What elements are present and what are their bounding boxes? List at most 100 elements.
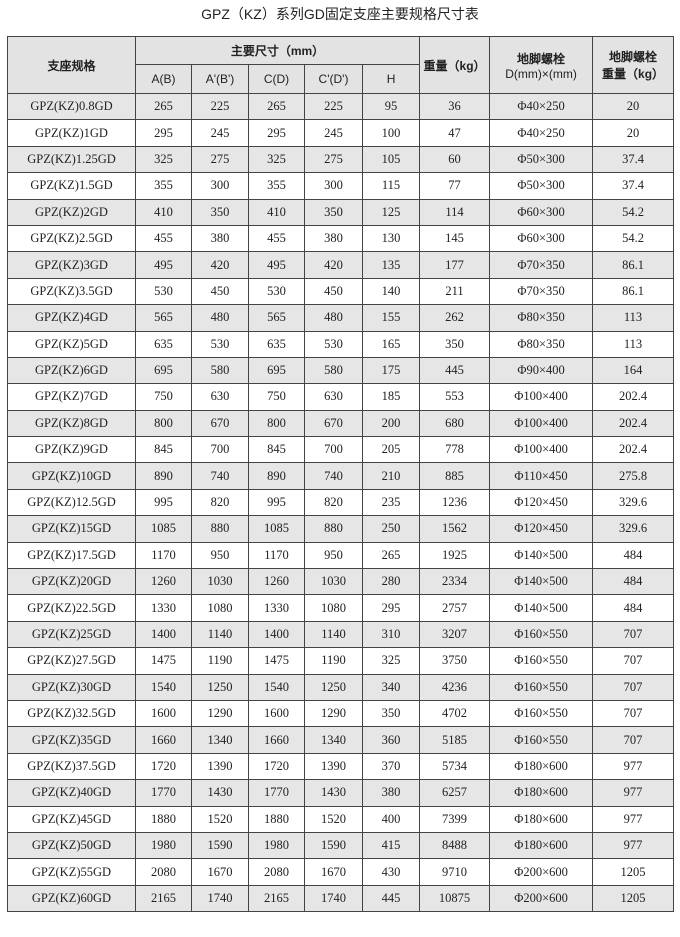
cell-anchor-bolt: Φ160×550 <box>489 699 594 728</box>
cell-anchor-bolt: Φ160×550 <box>489 620 594 649</box>
cell-anchor-bolt: Φ50×300 <box>489 145 594 174</box>
cell-spec: GPZ(KZ)6GD <box>7 356 136 385</box>
table-title: GPZ（KZ）系列GD固定支座主要规格尺寸表 <box>201 6 479 22</box>
cell-anchor-bolt-weight: 329.6 <box>592 488 675 517</box>
cell-a-prime-b-prime: 630 <box>191 383 249 411</box>
cell-a-prime-b-prime: 1740 <box>191 884 249 913</box>
cell-a-b: 1260 <box>135 568 192 596</box>
cell-c-d: 325 <box>248 145 305 174</box>
cell-c-prime-d-prime: 630 <box>304 383 363 411</box>
table-row: GPZ(KZ)4GD 565 480 565 480 155 262 Φ80×350 113 <box>7 304 675 332</box>
cell-a-b: 1330 <box>135 594 192 622</box>
cell-h: 210 <box>361 462 421 490</box>
cell-a-prime-b-prime: 1030 <box>191 568 249 596</box>
cell-h: 340 <box>361 673 421 701</box>
cell-anchor-bolt: Φ40×250 <box>489 119 594 147</box>
cell-anchor-bolt: Φ70×350 <box>489 251 594 279</box>
cell-h: 360 <box>361 726 421 754</box>
cell-h: 415 <box>361 831 421 860</box>
cell-c-d: 1540 <box>248 673 305 701</box>
table-row: GPZ(KZ)9GD 845 700 845 700 205 778 Φ100×400 202.… <box>7 436 675 464</box>
table-row: GPZ(KZ)0.8GD 265 225 265 225 95 36 Φ40×250 20 <box>7 92 675 121</box>
cell-c-prime-d-prime: 300 <box>304 172 363 200</box>
table-row: GPZ(KZ)6GD 695 580 695 580 175 445 Φ90×400 164 <box>7 356 675 385</box>
header-weight: 重量（kg） <box>419 36 491 94</box>
cell-c-prime-d-prime: 1670 <box>304 858 363 886</box>
cell-spec: GPZ(KZ)5GD <box>7 330 136 358</box>
cell-anchor-bolt: Φ40×250 <box>489 92 594 121</box>
header-anchor-bolt-line2: D(mm)×(mm) <box>505 66 577 81</box>
cell-spec: GPZ(KZ)27.5GD <box>7 647 136 675</box>
table-row: GPZ(KZ)25GD 1400 1140 1400 1140 310 3207 Φ160×5… <box>7 620 675 649</box>
cell-a-b: 565 <box>135 304 192 332</box>
table-row: GPZ(KZ)15GD 1085 880 1085 880 250 1562 Φ120×450… <box>7 515 675 543</box>
cell-c-d: 455 <box>248 224 305 253</box>
cell-c-d: 1600 <box>248 699 305 728</box>
cell-c-prime-d-prime: 740 <box>304 462 363 490</box>
cell-a-b: 355 <box>135 172 192 200</box>
cell-anchor-bolt-weight: 1205 <box>592 858 675 886</box>
header-anchor-bolt-weight-line1: 地脚螺栓 <box>609 50 658 64</box>
cell-a-prime-b-prime: 740 <box>191 462 249 490</box>
cell-h: 130 <box>361 224 421 253</box>
cell-h: 175 <box>361 356 421 385</box>
cell-c-prime-d-prime: 1390 <box>304 752 363 781</box>
cell-spec: GPZ(KZ)25GD <box>7 620 136 649</box>
cell-c-d: 2165 <box>248 884 305 913</box>
cell-anchor-bolt: Φ180×600 <box>489 831 594 860</box>
cell-h: 445 <box>361 884 421 913</box>
cell-anchor-bolt-weight: 484 <box>592 541 675 570</box>
cell-anchor-bolt: Φ60×300 <box>489 224 594 253</box>
cell-weight: 3750 <box>419 647 491 675</box>
cell-weight: 778 <box>419 436 491 464</box>
header-anchor-bolt-line1: 地脚螺栓 <box>517 51 566 66</box>
table-row: GPZ(KZ)32.5GD 1600 1290 1600 1290 350 4702 Φ160… <box>7 699 675 728</box>
cell-weight: 4702 <box>419 699 491 728</box>
cell-a-prime-b-prime: 450 <box>191 277 249 306</box>
cell-spec: GPZ(KZ)1.25GD <box>7 145 136 174</box>
table-row: GPZ(KZ)12.5GD 995 820 995 820 235 1236 Φ120×450… <box>7 488 675 517</box>
cell-weight: 4236 <box>419 673 491 701</box>
cell-c-d: 1260 <box>248 568 305 596</box>
cell-anchor-bolt: Φ80×350 <box>489 330 594 358</box>
cell-a-prime-b-prime: 1430 <box>191 779 249 807</box>
cell-spec: GPZ(KZ)9GD <box>7 436 136 464</box>
table-row: GPZ(KZ)3.5GD 530 450 530 450 140 211 Φ70×350 86.… <box>7 277 675 306</box>
cell-c-d: 1720 <box>248 752 305 781</box>
cell-anchor-bolt-weight: 329.6 <box>592 515 675 543</box>
cell-anchor-bolt-weight: 977 <box>592 752 675 781</box>
cell-spec: GPZ(KZ)8GD <box>7 409 136 438</box>
cell-h: 165 <box>361 330 421 358</box>
cell-c-prime-d-prime: 380 <box>304 224 363 253</box>
cell-weight: 553 <box>419 383 491 411</box>
table-row: GPZ(KZ)37.5GD 1720 1390 1720 1390 370 5734 Φ180… <box>7 752 675 781</box>
cell-spec: GPZ(KZ)1GD <box>7 119 136 147</box>
cell-a-prime-b-prime: 1080 <box>191 594 249 622</box>
cell-anchor-bolt: Φ60×300 <box>489 198 594 226</box>
cell-a-b: 495 <box>135 251 192 279</box>
cell-a-b: 325 <box>135 145 192 174</box>
table-body: GPZ(KZ)0.8GD 265 225 265 225 95 36 Φ40×250 20 GPZ… <box>7 92 675 913</box>
cell-spec: GPZ(KZ)2GD <box>7 198 136 226</box>
cell-anchor-bolt-weight: 86.1 <box>592 277 675 306</box>
cell-spec: GPZ(KZ)37.5GD <box>7 752 136 781</box>
cell-h: 200 <box>361 409 421 438</box>
cell-h: 100 <box>361 119 421 147</box>
cell-anchor-bolt: Φ110×450 <box>489 462 594 490</box>
cell-spec: GPZ(KZ)30GD <box>7 673 136 701</box>
cell-h: 155 <box>361 304 421 332</box>
cell-c-prime-d-prime: 275 <box>304 145 363 174</box>
cell-spec: GPZ(KZ)17.5GD <box>7 541 136 570</box>
cell-c-d: 800 <box>248 409 305 438</box>
cell-a-prime-b-prime: 950 <box>191 541 249 570</box>
cell-a-b: 410 <box>135 198 192 226</box>
cell-spec: GPZ(KZ)2.5GD <box>7 224 136 253</box>
table-row: GPZ(KZ)40GD 1770 1430 1770 1430 380 6257 Φ180×6… <box>7 779 675 807</box>
cell-h: 205 <box>361 436 421 464</box>
cell-c-prime-d-prime: 700 <box>304 436 363 464</box>
cell-a-b: 995 <box>135 488 192 517</box>
cell-c-prime-d-prime: 1520 <box>304 805 363 833</box>
cell-weight: 60 <box>419 145 491 174</box>
cell-c-d: 1400 <box>248 620 305 649</box>
cell-anchor-bolt-weight: 113 <box>592 304 675 332</box>
